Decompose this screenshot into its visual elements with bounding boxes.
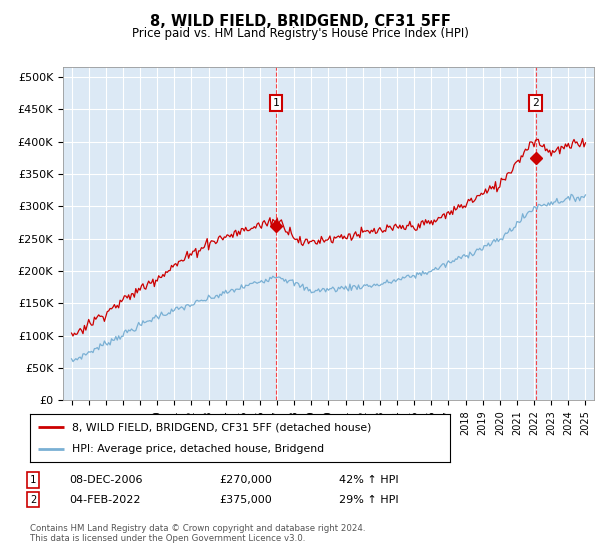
Text: 8, WILD FIELD, BRIDGEND, CF31 5FF: 8, WILD FIELD, BRIDGEND, CF31 5FF [149,14,451,29]
Text: Contains HM Land Registry data © Crown copyright and database right 2024.
This d: Contains HM Land Registry data © Crown c… [30,524,365,543]
Text: 29% ↑ HPI: 29% ↑ HPI [339,494,398,505]
Text: £270,000: £270,000 [219,475,272,485]
Text: 42% ↑ HPI: 42% ↑ HPI [339,475,398,485]
Text: £375,000: £375,000 [219,494,272,505]
Text: 1: 1 [30,475,36,485]
Text: 8, WILD FIELD, BRIDGEND, CF31 5FF (detached house): 8, WILD FIELD, BRIDGEND, CF31 5FF (detac… [72,422,371,432]
Text: HPI: Average price, detached house, Bridgend: HPI: Average price, detached house, Brid… [72,444,324,454]
Text: 08-DEC-2006: 08-DEC-2006 [69,475,143,485]
Text: 1: 1 [272,98,279,108]
Text: 2: 2 [30,494,36,505]
Text: Price paid vs. HM Land Registry's House Price Index (HPI): Price paid vs. HM Land Registry's House … [131,27,469,40]
Text: 04-FEB-2022: 04-FEB-2022 [69,494,140,505]
Text: 2: 2 [532,98,539,108]
